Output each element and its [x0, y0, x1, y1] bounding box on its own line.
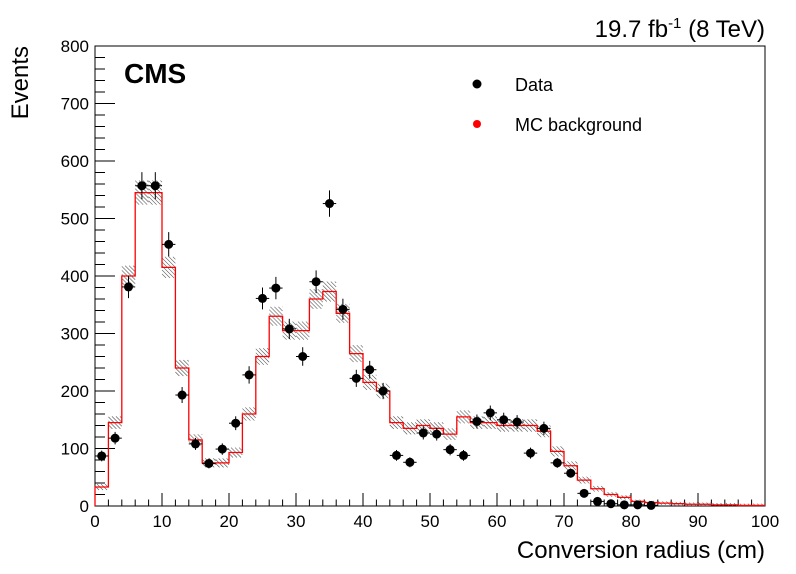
- data-point: [215, 443, 229, 455]
- data-point: [255, 287, 270, 310]
- data-point: [148, 172, 162, 200]
- data-point: [229, 416, 243, 431]
- x-tick-label: 20: [220, 512, 239, 531]
- x-tick-label: 80: [622, 512, 641, 531]
- luminosity-value: 19.7 fb: [595, 16, 668, 43]
- luminosity-superscript: -1: [668, 15, 681, 32]
- experiment-label: CMS: [124, 58, 186, 89]
- data-point: [269, 276, 283, 300]
- x-axis-tick-labels: 0 10 20 30 40 50 60 70 80 90 100: [90, 512, 779, 531]
- data-point: [631, 500, 645, 510]
- legend-data-label: Data: [515, 75, 554, 95]
- data-point: [349, 369, 363, 387]
- mc-uncertainty-bin: [456, 410, 471, 424]
- x-tick-label: 50: [421, 512, 440, 531]
- data-point: [309, 270, 323, 294]
- data-point: [121, 275, 136, 299]
- data-point: [108, 431, 122, 445]
- data-point: [430, 427, 444, 441]
- y-tick-label: 800: [61, 37, 89, 56]
- data-point: [550, 457, 564, 468]
- mc-background-step-line: [94, 191, 765, 507]
- data-point: [523, 447, 538, 459]
- data-point: [537, 421, 551, 436]
- legend-mc-label: MC background: [515, 115, 642, 135]
- data-point: [296, 347, 310, 366]
- data-point: [282, 318, 296, 339]
- data-point: [188, 437, 203, 450]
- y-axis-title: Events: [7, 46, 34, 119]
- x-tick-label: 70: [555, 512, 574, 531]
- data-point: [336, 298, 350, 320]
- data-point: [95, 450, 109, 462]
- x-tick-label: 30: [287, 512, 306, 531]
- y-tick-label: 200: [61, 382, 89, 401]
- data-point: [483, 405, 497, 421]
- x-tick-label: 60: [488, 512, 507, 531]
- x-tick-label: 100: [751, 512, 779, 531]
- y-tick-label: 300: [61, 325, 89, 344]
- x-axis-title: Conversion radius (cm): [517, 537, 765, 564]
- mc-uncertainty-bin: [255, 347, 270, 366]
- data-point: [510, 415, 524, 429]
- data-point: [470, 414, 484, 429]
- data-point: [604, 499, 618, 509]
- y-tick-label: 400: [61, 267, 89, 286]
- data-point: [242, 366, 256, 384]
- y-tick-label: 500: [61, 210, 89, 229]
- data-points: [95, 172, 658, 510]
- mc-uncertainty-band: [95, 180, 764, 506]
- data-point: [376, 382, 390, 400]
- data-point: [403, 457, 417, 468]
- data-point: [443, 443, 457, 456]
- mc-uncertainty-bin: [161, 256, 176, 279]
- y-tick-label: 100: [61, 440, 89, 459]
- plot-frame: [94, 45, 766, 507]
- legend-mc-marker: [473, 120, 481, 128]
- luminosity-label: 19.7 fb-1 (8 TeV): [595, 15, 765, 43]
- data-point: [389, 450, 404, 461]
- luminosity-energy: (8 TeV): [688, 16, 765, 43]
- data-point: [175, 387, 189, 404]
- x-tick-label: 90: [689, 512, 708, 531]
- y-axis-ticks: [95, 45, 115, 507]
- y-axis-tick-labels: 0 100 200 300 400 500 600 700 800: [61, 37, 89, 516]
- data-point: [363, 360, 377, 379]
- data-point: [590, 496, 605, 506]
- legend-data-marker: [472, 79, 482, 89]
- x-tick-label: 10: [153, 512, 172, 531]
- mc-uncertainty-bin: [523, 419, 538, 432]
- data-point: [497, 412, 511, 427]
- y-tick-label: 0: [80, 497, 89, 516]
- data-point: [322, 190, 337, 217]
- data-point: [564, 468, 578, 478]
- data-point: [644, 500, 658, 510]
- y-tick-label: 600: [61, 152, 89, 171]
- data-point: [416, 426, 430, 440]
- y-tick-label: 700: [61, 95, 89, 114]
- x-tick-label: 40: [354, 512, 373, 531]
- data-point: [202, 458, 216, 469]
- x-axis-ticks: [94, 493, 766, 506]
- data-point: [135, 172, 149, 200]
- data-point: [577, 488, 591, 498]
- data-point: [456, 450, 471, 461]
- mc-uncertainty-bin: [402, 422, 417, 435]
- x-tick-label: 0: [90, 512, 99, 531]
- data-point: [617, 500, 631, 510]
- data-point: [162, 232, 176, 257]
- legend: Data MC background: [472, 75, 642, 135]
